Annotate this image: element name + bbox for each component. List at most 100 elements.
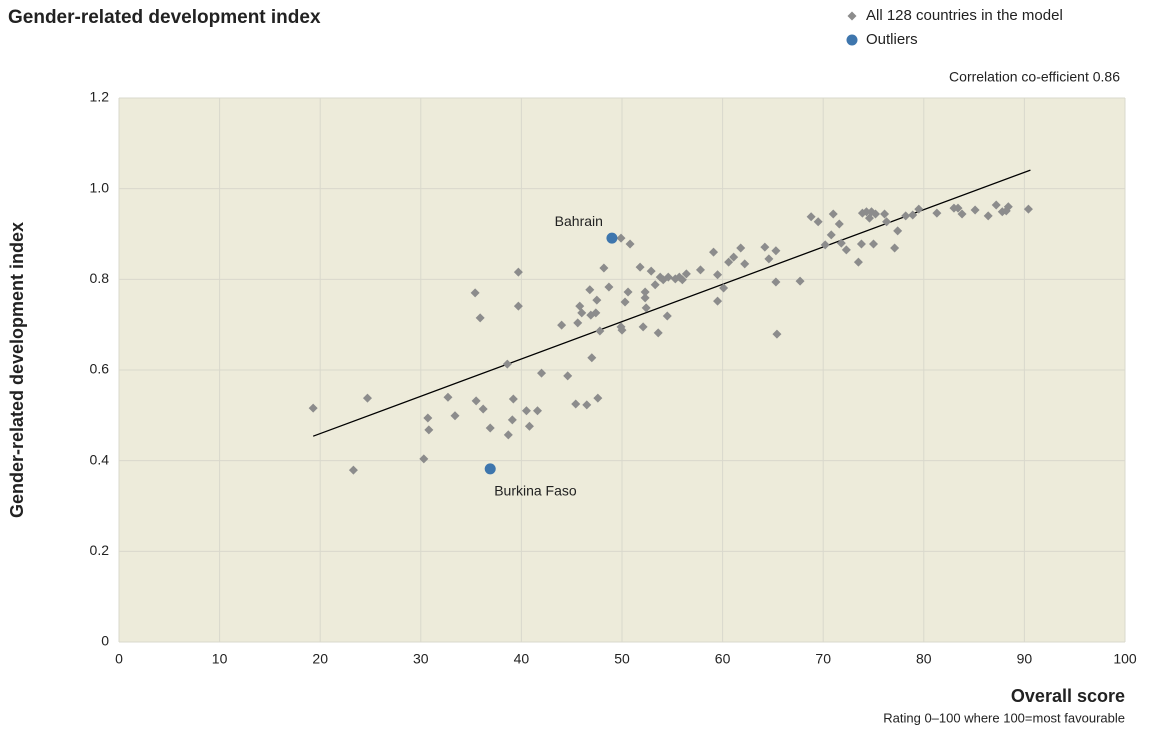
data-point bbox=[806, 212, 816, 222]
x-tick-label: 20 bbox=[312, 651, 328, 667]
data-point bbox=[592, 295, 602, 305]
y-axis-label: Gender-related development index bbox=[7, 222, 27, 518]
data-point bbox=[308, 403, 318, 413]
data-point bbox=[871, 209, 881, 219]
data-point bbox=[521, 406, 531, 416]
data-point bbox=[575, 301, 585, 311]
data-point bbox=[932, 208, 942, 218]
data-point bbox=[563, 371, 573, 381]
data-point bbox=[853, 257, 863, 267]
data-point bbox=[591, 308, 601, 318]
legend-marker bbox=[847, 11, 857, 21]
data-point bbox=[828, 209, 838, 219]
data-point bbox=[970, 205, 980, 215]
y-tick-label: 0.4 bbox=[90, 451, 110, 467]
y-tick-label: 1.0 bbox=[90, 179, 110, 195]
data-point bbox=[1023, 204, 1033, 214]
data-point bbox=[771, 277, 781, 287]
data-point bbox=[677, 275, 687, 285]
annotation: Correlation co-efficient 0.86 bbox=[949, 69, 1120, 85]
data-point bbox=[834, 219, 844, 229]
data-point bbox=[599, 263, 609, 273]
data-point bbox=[585, 285, 595, 295]
data-point bbox=[595, 326, 605, 336]
data-point bbox=[914, 204, 924, 214]
data-point bbox=[681, 269, 691, 279]
x-tick-label: 90 bbox=[1017, 651, 1033, 667]
chart-title: Gender-related development index bbox=[8, 7, 321, 28]
y-tick-label: 1.2 bbox=[90, 89, 110, 105]
x-tick-label: 10 bbox=[212, 651, 228, 667]
data-point bbox=[893, 226, 903, 236]
data-point bbox=[593, 393, 603, 403]
data-point bbox=[813, 217, 823, 227]
data-point bbox=[502, 359, 512, 369]
data-point bbox=[638, 322, 648, 332]
data-point bbox=[826, 230, 836, 240]
data-point bbox=[503, 430, 513, 440]
data-point bbox=[640, 287, 650, 297]
data-point bbox=[836, 238, 846, 248]
data-point bbox=[882, 217, 892, 227]
point-label: Bahrain bbox=[555, 213, 603, 229]
data-point bbox=[640, 293, 650, 303]
data-point bbox=[616, 233, 626, 243]
data-point bbox=[880, 209, 890, 219]
data-point bbox=[695, 265, 705, 275]
data-point bbox=[869, 239, 878, 249]
data-point bbox=[587, 353, 597, 363]
data-point bbox=[573, 318, 583, 328]
data-point bbox=[348, 465, 358, 475]
data-point bbox=[582, 400, 592, 410]
data-point bbox=[604, 282, 614, 292]
legend-label: All 128 countries in the model bbox=[866, 7, 1063, 24]
data-point bbox=[641, 303, 651, 313]
data-point bbox=[424, 425, 434, 435]
data-point bbox=[709, 247, 719, 257]
data-point bbox=[841, 245, 851, 255]
point-label: Burkina Faso bbox=[494, 483, 577, 499]
data-point bbox=[856, 239, 866, 249]
data-point bbox=[471, 396, 481, 406]
x-tick-label: 80 bbox=[916, 651, 932, 667]
data-point bbox=[485, 423, 495, 433]
data-point bbox=[820, 240, 830, 250]
x-tick-label: 0 bbox=[115, 651, 123, 667]
data-point bbox=[662, 311, 672, 321]
data-point bbox=[532, 406, 542, 416]
data-point bbox=[508, 394, 518, 404]
y-tick-label: 0 bbox=[101, 633, 109, 649]
x-tick-label: 100 bbox=[1113, 651, 1137, 667]
legend-marker bbox=[846, 34, 858, 46]
data-point bbox=[713, 296, 723, 306]
data-point bbox=[475, 313, 485, 323]
data-point bbox=[513, 267, 523, 277]
x-tick-label: 30 bbox=[413, 651, 429, 667]
data-point bbox=[646, 266, 656, 276]
data-point bbox=[764, 254, 774, 264]
data-point bbox=[650, 280, 660, 290]
x-tick-label: 50 bbox=[614, 651, 630, 667]
data-point bbox=[577, 308, 587, 318]
data-point bbox=[443, 392, 453, 402]
data-point bbox=[620, 297, 630, 307]
data-point bbox=[617, 325, 627, 335]
data-point bbox=[713, 270, 723, 280]
x-tick-label: 60 bbox=[715, 651, 731, 667]
data-point bbox=[537, 368, 547, 378]
data-point bbox=[524, 421, 534, 431]
y-tick-label: 0.2 bbox=[90, 542, 110, 558]
data-point bbox=[719, 283, 729, 293]
data-point bbox=[507, 415, 517, 425]
data-point bbox=[362, 393, 372, 403]
legend-label: Outliers bbox=[866, 31, 918, 48]
data-point bbox=[760, 242, 770, 252]
data-point bbox=[478, 404, 488, 414]
data-point bbox=[663, 272, 673, 282]
y-tick-label: 0.6 bbox=[90, 361, 110, 377]
data-point bbox=[953, 203, 963, 213]
data-point bbox=[740, 259, 750, 269]
data-point bbox=[470, 288, 480, 298]
data-point bbox=[724, 257, 734, 267]
